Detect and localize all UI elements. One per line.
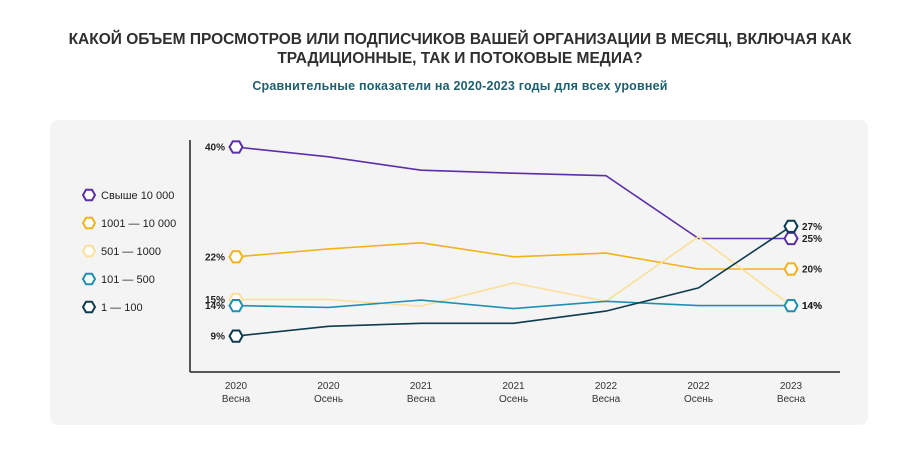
end-value-label: 20% (802, 265, 822, 276)
start-value-label: 40% (205, 143, 225, 154)
legend-marker (81, 272, 97, 286)
legend-marker (81, 244, 97, 258)
end-value-label: 14% (802, 301, 822, 312)
series-line (235, 299, 791, 310)
series-end-marker (783, 299, 799, 313)
x-tick-label: 2020 Осень (314, 381, 343, 405)
x-tick-label: 2020 Весна (222, 381, 251, 405)
end-value-label: 27% (802, 222, 822, 233)
legend-label: 1 — 100 (101, 302, 143, 314)
legend-marker (81, 188, 97, 202)
series-end-marker (783, 231, 799, 246)
end-value-label: 14% (802, 301, 822, 312)
series-start-marker (228, 250, 244, 264)
series-line (236, 235, 792, 308)
x-tick-label: 2021 Осень (499, 381, 528, 405)
chart-title: Какой объем просмотров или подписчиков в… (68, 31, 852, 67)
legend-label: 101 — 500 (101, 274, 155, 286)
series-line (235, 146, 791, 240)
legend-label: 1001 — 10 000 (101, 218, 176, 230)
x-tick-label: 2021 Весна (407, 381, 436, 405)
x-tick-label: 2022 Весна (592, 381, 621, 405)
x-tick-label: 2023 Весна (777, 381, 806, 405)
legend-marker (81, 300, 97, 314)
series-start-marker (228, 140, 244, 154)
x-tick-label: 2022 Осень (684, 381, 713, 405)
legend-label: 501 — 1000 (101, 246, 161, 258)
series-line (235, 225, 792, 337)
end-value-label: 25% (802, 234, 822, 245)
legend-marker (81, 216, 97, 230)
start-value-label: 9% (211, 332, 226, 343)
series-end-marker (783, 262, 799, 276)
chart-subtitle: Сравнительные показатели на 2020-2023 го… (252, 79, 668, 93)
start-value-label: 22% (205, 252, 225, 263)
series-start-marker (228, 329, 244, 343)
start-value-label: 14% (205, 301, 225, 312)
start-value-label: 15% (205, 295, 225, 306)
series-start-marker (228, 299, 244, 313)
legend-label: Свыше 10 000 (101, 190, 174, 202)
series-end-marker (783, 219, 799, 233)
series-line (235, 241, 791, 270)
